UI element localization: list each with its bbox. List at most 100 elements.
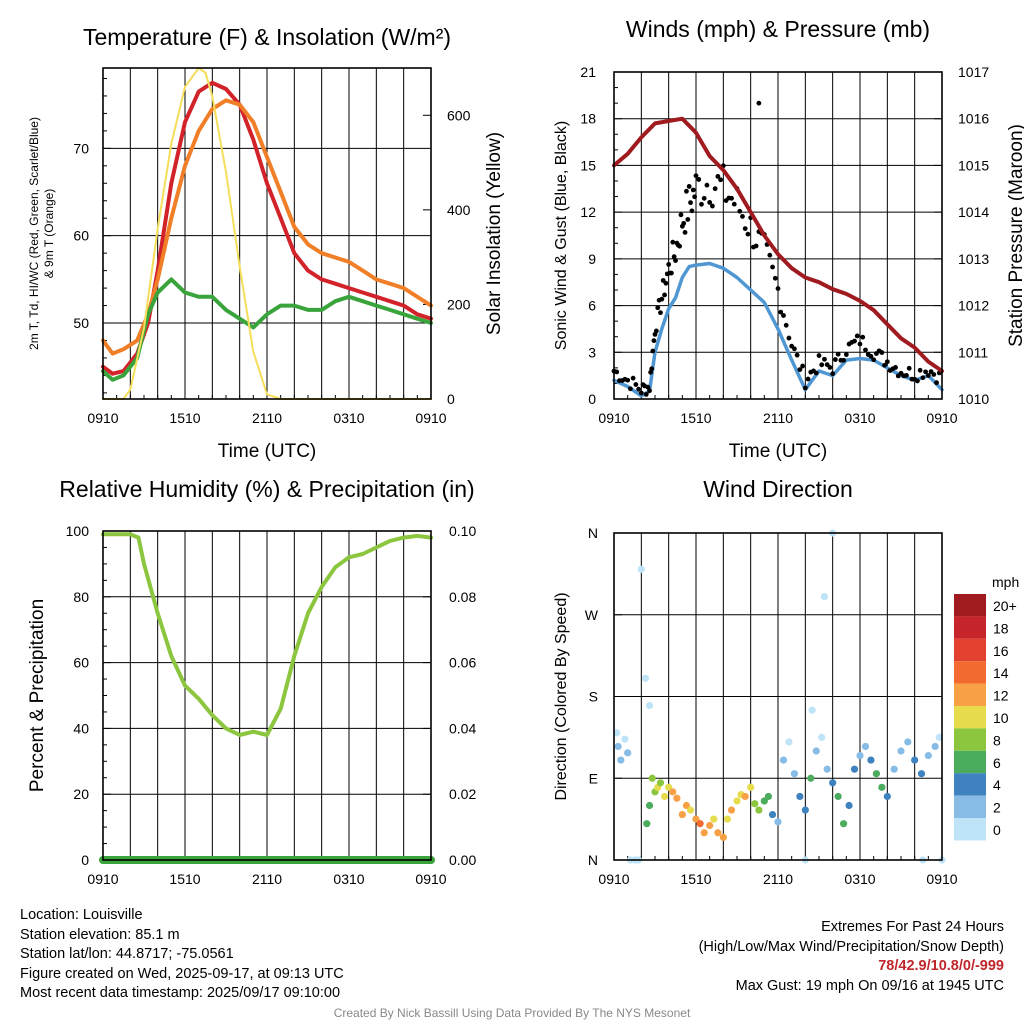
gust-point — [863, 347, 868, 353]
gust-point — [682, 229, 688, 235]
gust-point — [920, 375, 926, 381]
y-right-tick-label: 1010 — [958, 391, 989, 407]
x-tick-label: 1510 — [169, 410, 200, 426]
y-left-axis-label-line: & 9m T (Orange) — [42, 189, 56, 279]
y-left-tick-label: 21 — [580, 64, 596, 80]
direction-point — [808, 706, 816, 714]
x-axis-label: Time (UTC) — [729, 441, 828, 462]
direction-point — [820, 592, 829, 601]
series-relative-humidity — [101, 532, 433, 737]
y-right-tick-label: 0 — [447, 391, 455, 407]
gust-point — [833, 357, 838, 362]
y-left-tick-label: 80 — [73, 589, 89, 605]
direction-point — [812, 747, 820, 755]
elevation-text: Station elevation: 85.1 m — [20, 926, 180, 943]
direction-point — [768, 810, 777, 819]
y-left-axis-label: Sonic Wind & Gust (Blue, Black) — [553, 121, 570, 350]
y-right-tick-label: 400 — [447, 202, 471, 218]
gust-point — [666, 262, 672, 267]
x-tick-label: 0310 — [844, 871, 875, 887]
gust-point — [835, 351, 841, 357]
direction-point — [719, 833, 727, 841]
gust-point — [775, 286, 781, 291]
legend-swatch — [954, 818, 986, 841]
gust-point — [685, 217, 691, 222]
direction-point — [890, 765, 898, 773]
x-tick-label: 0910 — [415, 871, 446, 887]
y-left-tick-label: 50 — [73, 315, 89, 331]
x-tick-label: 1510 — [169, 871, 200, 887]
legend-label: 14 — [993, 665, 1009, 681]
gust-point — [794, 352, 800, 358]
y-right-tick-label: 600 — [447, 107, 471, 123]
gust-point — [923, 369, 928, 375]
gust-point — [857, 341, 863, 347]
series-sonic-wind — [612, 261, 944, 398]
direction-point — [624, 749, 632, 757]
x-tick-label: 0310 — [333, 410, 364, 426]
y-right-tick-label: 1012 — [958, 298, 989, 314]
x-tick-label: 2110 — [763, 410, 793, 426]
gust-point — [805, 376, 811, 382]
direction-point — [656, 779, 665, 787]
gust-point — [904, 372, 909, 378]
gust-point — [704, 182, 710, 188]
direction-point — [924, 751, 932, 760]
gust-point — [871, 357, 877, 363]
y-left-tick-label: 18 — [580, 111, 596, 127]
gust-point — [649, 366, 655, 372]
y-right-tick-label: 1011 — [958, 344, 988, 360]
gust-point — [707, 200, 713, 205]
gust-point — [673, 258, 678, 263]
y-axis-label: Direction (Colored By Speed) — [553, 592, 570, 800]
direction-point — [935, 733, 943, 741]
direction-point — [643, 820, 651, 828]
gust-point — [767, 252, 773, 258]
legend-swatch — [954, 638, 986, 662]
x-tick-label: 1510 — [680, 871, 711, 887]
legend-swatch — [954, 683, 986, 706]
direction-point — [678, 810, 686, 819]
x-tick-label: 2110 — [763, 871, 793, 887]
gust-point — [893, 365, 898, 370]
gust-point — [650, 348, 656, 354]
direction-point — [850, 765, 859, 773]
x-tick-label: 0910 — [598, 871, 629, 887]
gust-point — [783, 322, 789, 328]
legend-swatch — [954, 706, 986, 729]
plot-frame — [613, 532, 943, 861]
plot-frame — [102, 67, 432, 400]
gust-point — [868, 353, 874, 359]
extremes-panel: Extremes For Past 24 Hours (High/Low/Max… — [699, 918, 1004, 996]
y-tick-label: N — [588, 525, 598, 541]
x-tick-label: 2110 — [252, 871, 282, 887]
gust-point — [931, 372, 937, 377]
direction-point — [645, 701, 654, 710]
direction-point — [845, 801, 853, 810]
gust-point — [830, 371, 836, 377]
gust-point — [729, 195, 734, 201]
legend-label: 6 — [993, 755, 1001, 771]
y-right-tick-label: 1017 — [958, 64, 989, 80]
y-left-tick-label: 9 — [588, 251, 596, 267]
latlon-text: Station lat/lon: 44.8717; -75.0561 — [20, 946, 234, 962]
extremes-title: Extremes For Past 24 Hours — [821, 919, 1004, 935]
y-left-tick-label: 60 — [73, 228, 89, 244]
direction-point — [904, 738, 912, 746]
gust-point — [659, 296, 665, 302]
direction-point — [764, 792, 773, 801]
y-left-tick-label: 0 — [81, 852, 89, 868]
legend-label: 18 — [993, 620, 1009, 636]
max-gust-text: Max Gust: 19 mph On 09/16 at 1945 UTC — [735, 977, 1004, 994]
direction-point — [785, 738, 793, 746]
gust-point — [678, 212, 684, 218]
plot-frame — [613, 71, 943, 400]
gust-point — [915, 378, 920, 384]
gust-point — [786, 335, 792, 341]
series-station-pressure — [612, 116, 944, 373]
legend-swatch — [954, 661, 986, 684]
chart-title: Winds (mph) & Pressure (mb) — [626, 16, 930, 42]
gust-point — [745, 231, 751, 237]
